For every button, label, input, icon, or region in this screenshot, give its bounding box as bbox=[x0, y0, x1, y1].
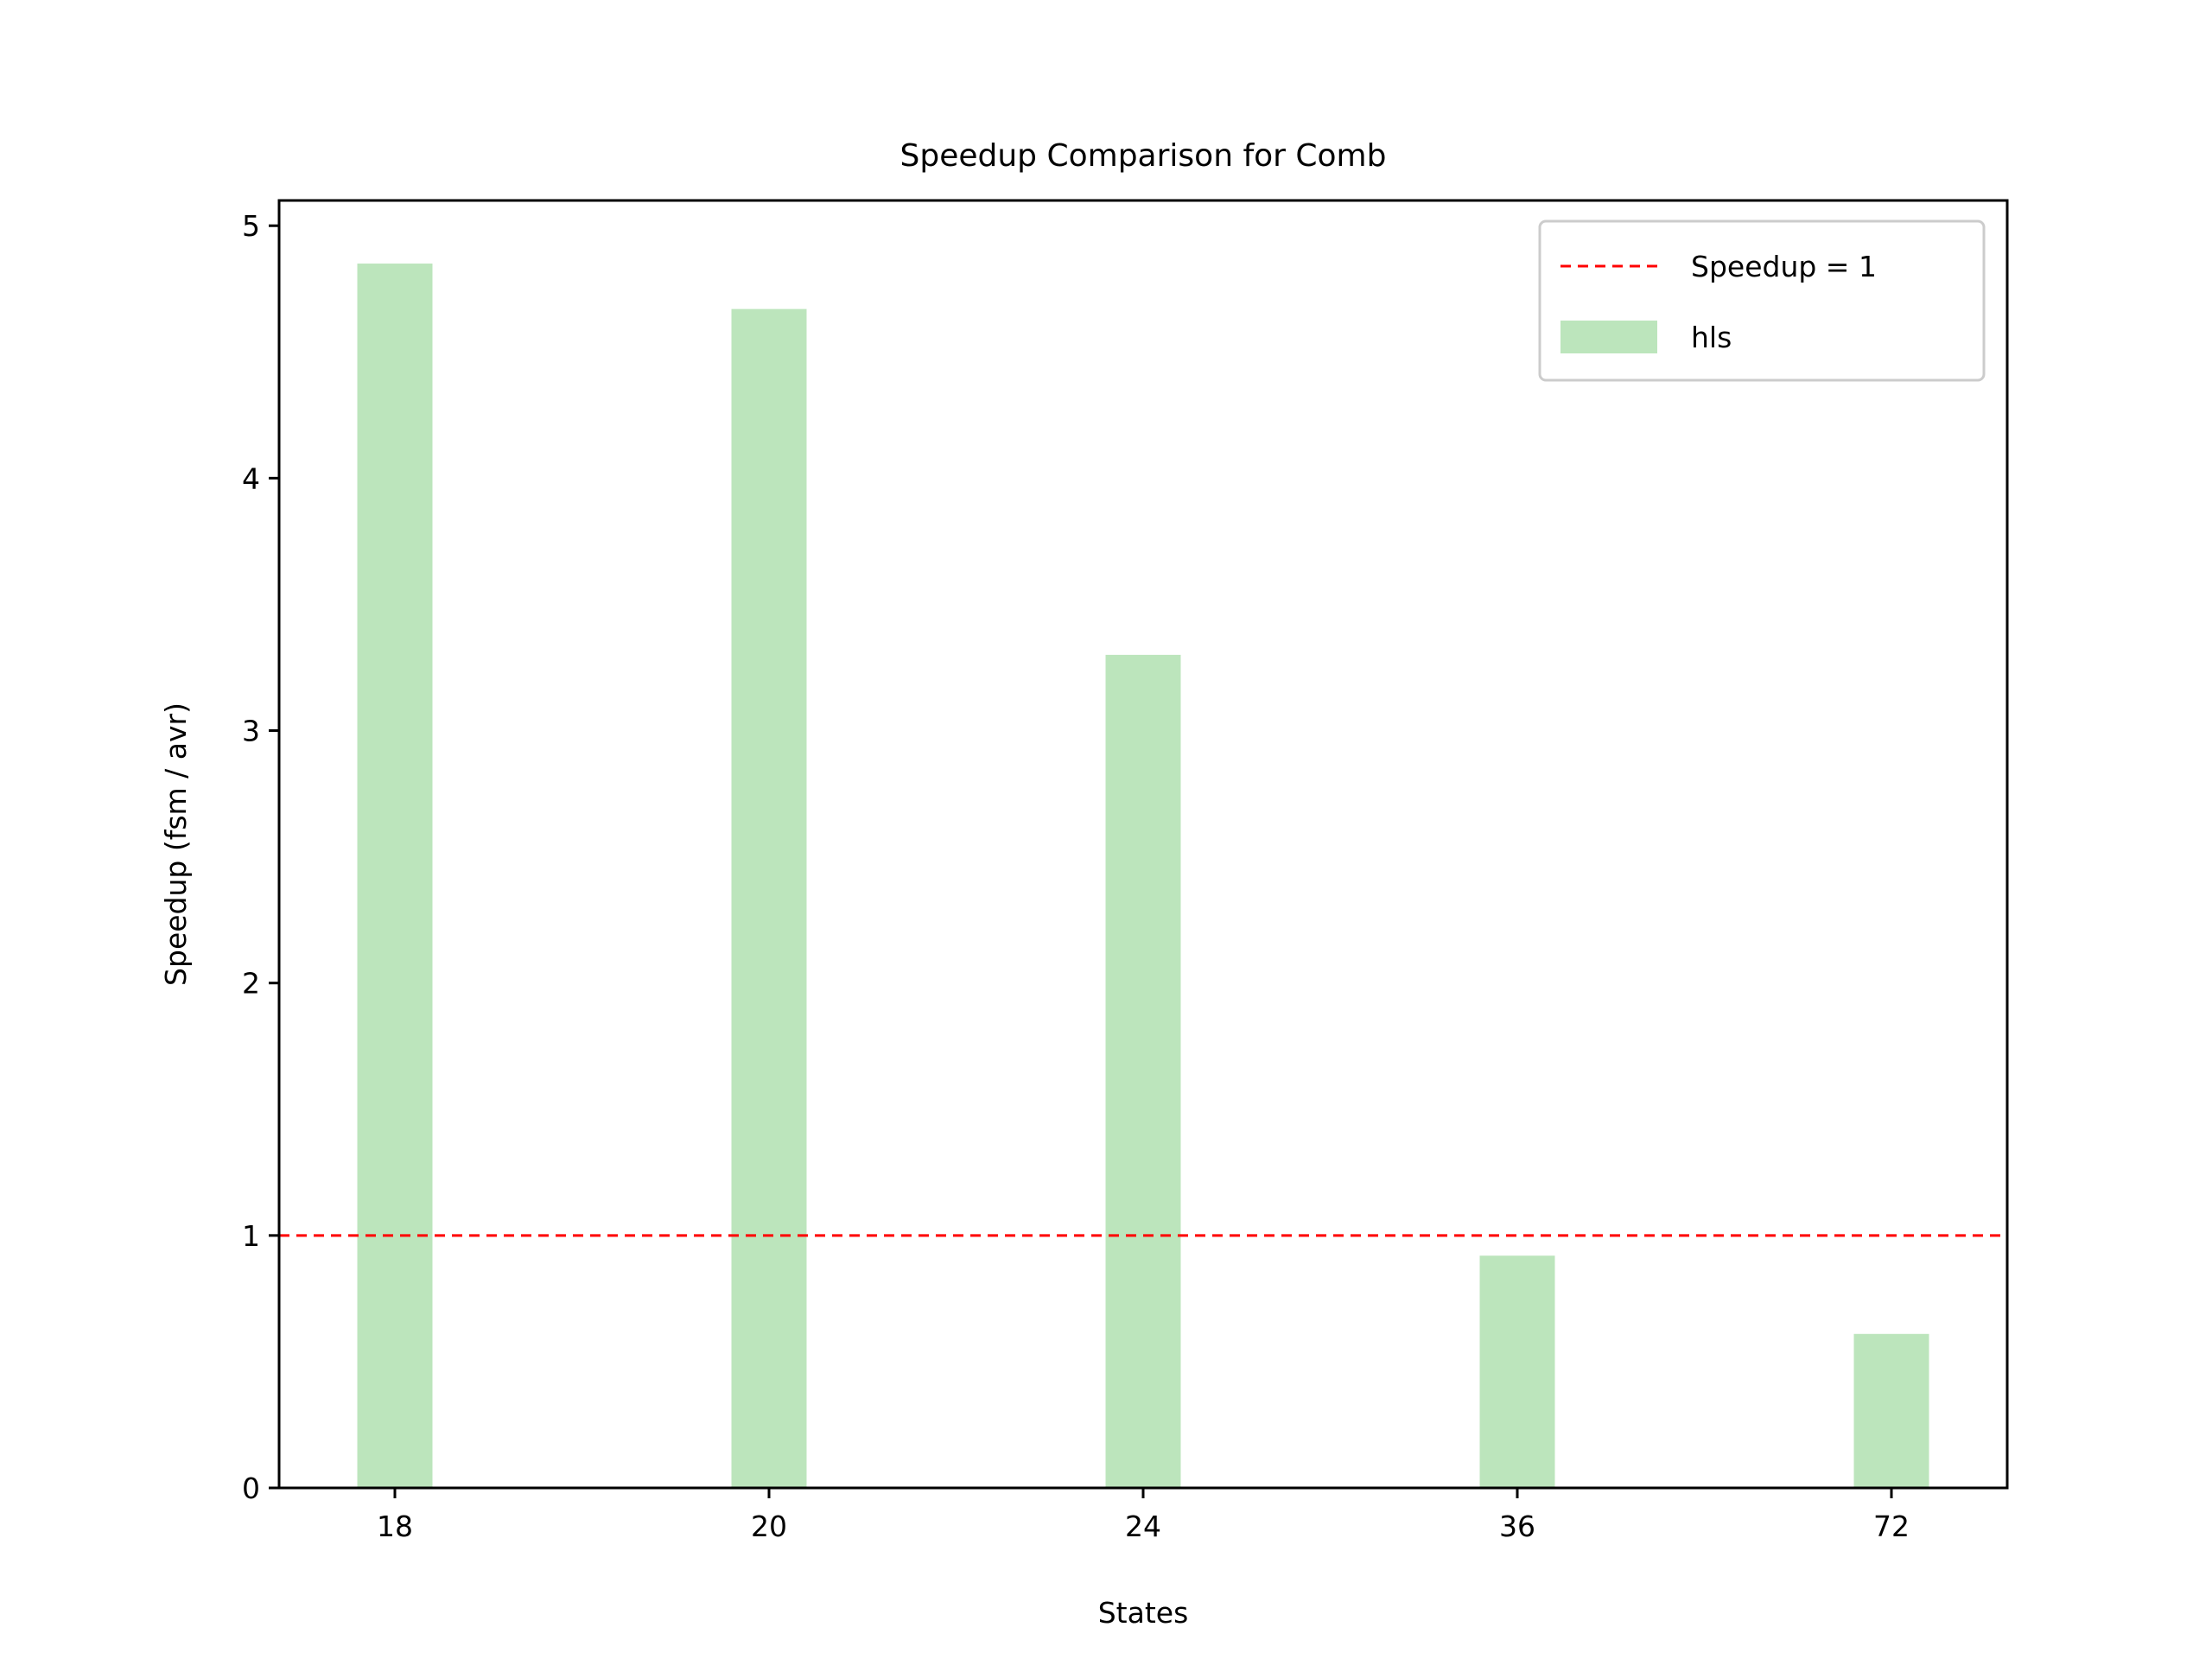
y-tick-label: 0 bbox=[242, 1471, 260, 1505]
legend: Speedup = 1 hls bbox=[1538, 219, 1986, 382]
legend-swatch-hls bbox=[1560, 321, 1657, 353]
bar-72 bbox=[1853, 1333, 1929, 1488]
bar-36 bbox=[1479, 1255, 1555, 1488]
bar-18 bbox=[357, 264, 433, 1489]
y-tick-label: 1 bbox=[242, 1219, 260, 1253]
bar-24 bbox=[1105, 654, 1181, 1488]
y-tick-label: 4 bbox=[242, 461, 260, 495]
bar-20 bbox=[731, 308, 807, 1488]
y-tick-label: 3 bbox=[242, 715, 260, 748]
x-axis-label: States bbox=[1098, 1596, 1189, 1630]
x-tick-label: 72 bbox=[1873, 1510, 1910, 1543]
legend-label-reference-line: Speedup = 1 bbox=[1691, 250, 1877, 283]
bars bbox=[357, 264, 1929, 1489]
y-axis-label: Speedup (fsm / avr) bbox=[159, 702, 193, 986]
x-tick-label: 36 bbox=[1499, 1510, 1535, 1543]
x-tick-label: 24 bbox=[1125, 1510, 1161, 1543]
y-tick-label: 5 bbox=[242, 209, 260, 243]
legend-box bbox=[1538, 219, 1986, 382]
chart-title: Speedup Comparison for Comb bbox=[900, 138, 1387, 174]
legend-label-hls: hls bbox=[1691, 321, 1732, 354]
y-tick-label: 2 bbox=[242, 967, 260, 1001]
y-ticks: 0 1 2 3 4 5 bbox=[242, 209, 279, 1505]
x-tick-label: 18 bbox=[377, 1510, 413, 1543]
x-tick-label: 20 bbox=[751, 1510, 787, 1543]
x-ticks: 18 20 24 36 72 bbox=[377, 1488, 1910, 1543]
